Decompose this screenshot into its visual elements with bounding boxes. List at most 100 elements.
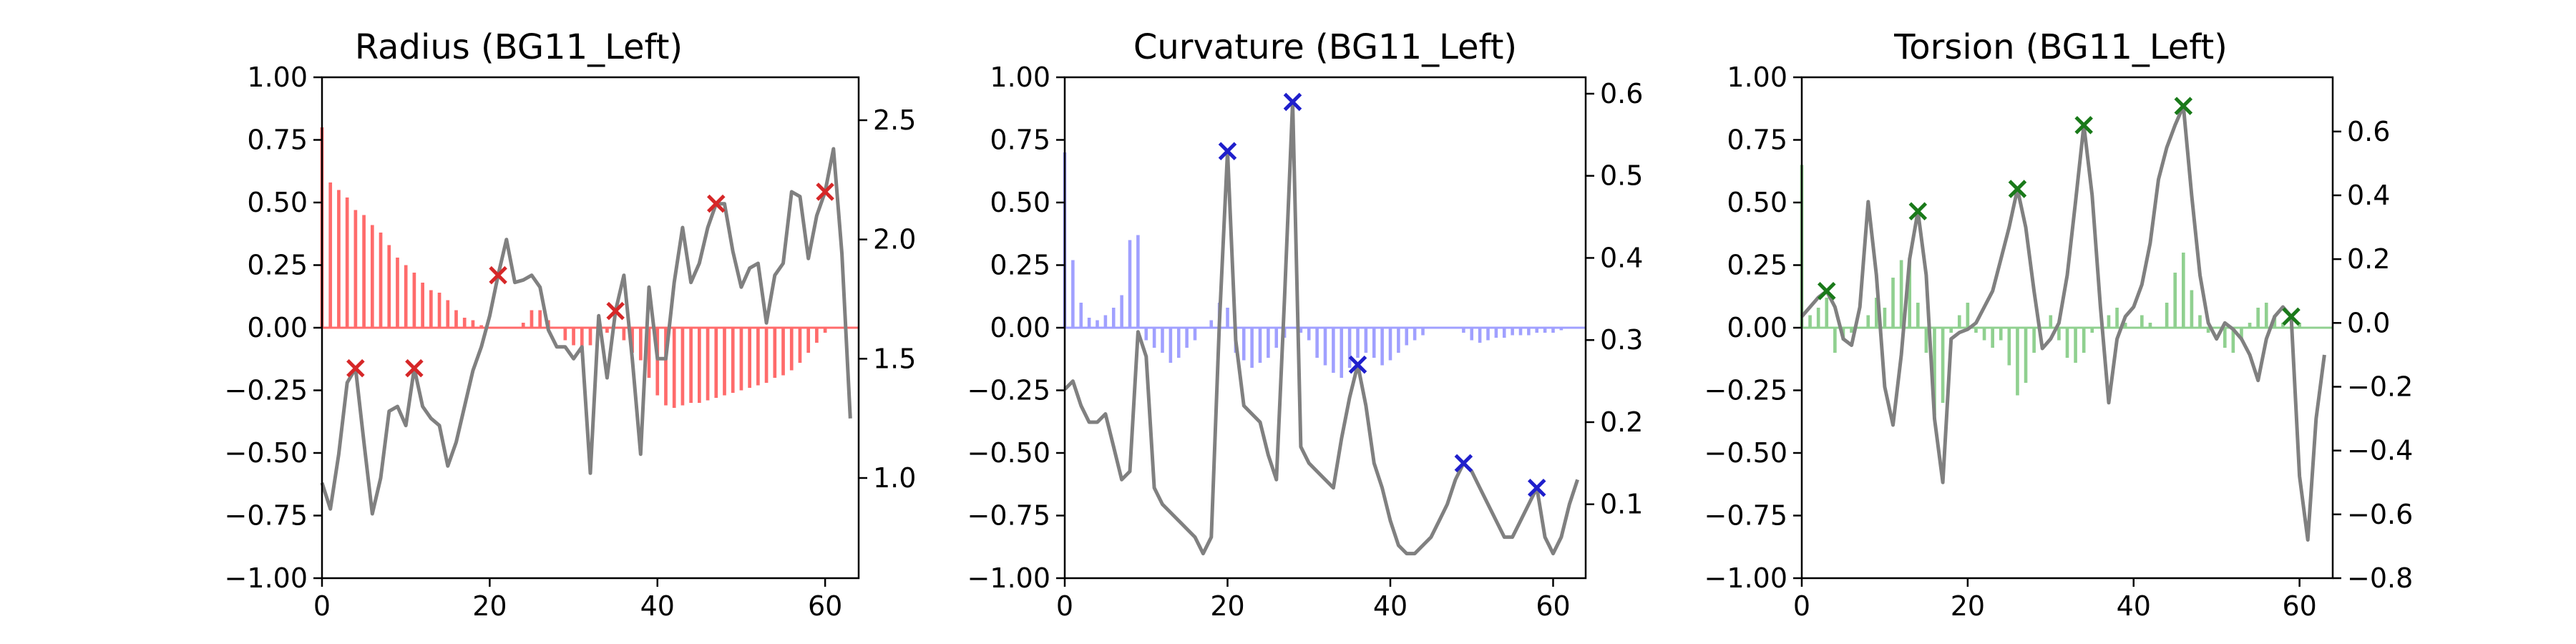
- curvature-x-tick-label: 20: [1210, 590, 1244, 622]
- radius-bar: [396, 258, 399, 328]
- torsion-peak-marker: [1818, 281, 1836, 301]
- radius-peak-marker: [707, 194, 726, 213]
- torsion-bar: [1891, 278, 1895, 328]
- torsion-bar: [1916, 303, 1920, 328]
- torsion-bar: [2190, 290, 2194, 328]
- curvature-x-tick-label: 40: [1373, 590, 1407, 622]
- curvature-y-tick-label: −0.50: [967, 437, 1050, 469]
- radius-bar: [638, 328, 643, 361]
- curvature-bar: [1543, 328, 1547, 333]
- curvature-bar: [1372, 328, 1376, 358]
- curvature-bar: [1405, 328, 1409, 346]
- curvature-bar: [1397, 328, 1400, 353]
- radius-y-tick-label: 0.25: [247, 250, 308, 281]
- torsion-y2-tick-label: −0.4: [2347, 435, 2413, 467]
- radius-bar: [739, 328, 743, 391]
- radius-bar: [680, 328, 685, 406]
- curvature-peak-marker: [1283, 92, 1302, 112]
- radius-y-tick-label: 1.00: [247, 62, 308, 93]
- torsion-bar: [2024, 328, 2028, 383]
- torsion-bar: [2057, 328, 2061, 341]
- radius-bar: [337, 190, 341, 328]
- curvature-bar: [1267, 328, 1270, 358]
- torsion-y2-tick-label: −0.2: [2347, 371, 2413, 402]
- curvature-peak-marker: [1218, 142, 1237, 161]
- torsion-bar: [2032, 328, 2036, 353]
- radius-x-tick-label: 0: [313, 590, 331, 622]
- torsion-bar: [2231, 328, 2235, 353]
- radius-bar: [823, 328, 827, 333]
- torsion-bar: [1875, 298, 1878, 328]
- curvature-bar: [1111, 308, 1116, 328]
- curvature-bar: [1226, 308, 1229, 328]
- torsion-peak-marker: [2282, 307, 2301, 326]
- radius-y2-tick-label: 2.5: [873, 104, 916, 136]
- curvature-y2-tick-label: 0.3: [1600, 324, 1643, 356]
- curvature-title: Curvature (BG11_Left): [1133, 27, 1517, 67]
- radius-y-axis: −1.00 −0.75 −0.50 −0.25 0.00 0.25 0.50 0.75 1.00: [225, 62, 322, 594]
- radius-bar: [781, 328, 785, 376]
- torsion-bar: [1866, 315, 1870, 328]
- curvature-y-tick-label: 0.75: [990, 125, 1050, 156]
- torsion-bar: [2107, 315, 2111, 328]
- curvature-bar: [1152, 328, 1156, 348]
- torsion-bar: [1899, 260, 1903, 328]
- radius-bar: [748, 328, 751, 388]
- radius-y2-tick-label: 1.0: [873, 462, 916, 494]
- curvature-bar: [1511, 328, 1514, 336]
- torsion-x-tick-label: 20: [1951, 590, 1985, 622]
- torsion-bar: [2173, 273, 2177, 328]
- curvature-bar: [1128, 240, 1132, 328]
- radius-title: Radius (BG11_Left): [355, 27, 683, 67]
- radius-bar: [647, 328, 651, 378]
- radius-bar: [689, 328, 693, 403]
- torsion-bar: [1883, 308, 1887, 328]
- radius-peak-marker: [489, 265, 507, 285]
- torsion-bar: [2090, 328, 2094, 333]
- radius-bar: [655, 328, 660, 396]
- radius-bar: [429, 290, 433, 328]
- torsion-panel: Torsion (BG11_Left) 0 20 40 60 −1.00 −0.75 −0…: [1704, 27, 2414, 622]
- curvature-y2-tick-label: 0.5: [1600, 160, 1643, 192]
- curvature-peak-markers: [1218, 92, 1546, 497]
- torsion-x-tick-label: 0: [1793, 590, 1810, 622]
- radius-bar: [806, 328, 811, 353]
- torsion-bar: [1816, 308, 1820, 328]
- torsion-bar: [2206, 328, 2210, 333]
- curvature-panel: Curvature (BG11_Left) 0 20 40 60 −1.00 −0.75…: [967, 27, 1644, 622]
- curvature-bar: [1258, 328, 1262, 363]
- curvature-bar: [1087, 318, 1091, 328]
- curvature-bar: [1161, 328, 1164, 353]
- torsion-bar: [2264, 303, 2268, 328]
- torsion-peak-marker: [2174, 97, 2193, 115]
- curvature-y2-tick-label: 0.1: [1600, 489, 1643, 520]
- curvature-bar: [1079, 303, 1083, 328]
- torsion-peak-markers: [1818, 97, 2301, 326]
- curvature-bar: [1241, 328, 1246, 361]
- torsion-title: Torsion (BG11_Left): [1893, 27, 2228, 67]
- radius-y-tick-label: 0.75: [247, 125, 308, 156]
- curvature-y-tick-label: −0.25: [967, 375, 1050, 406]
- radius-y-tick-label: 0.00: [247, 312, 308, 343]
- radius-bar: [328, 182, 333, 328]
- radius-bar: [580, 328, 584, 353]
- curvature-y-tick-label: −1.00: [967, 562, 1050, 594]
- torsion-bar: [2181, 253, 2185, 328]
- radius-curve: [320, 147, 852, 516]
- torsion-bar: [2115, 308, 2119, 328]
- curvature-bar: [1332, 328, 1335, 373]
- curvature-bar: [1502, 328, 1506, 338]
- radius-panel: Radius (BG11_Left) 0 20 40 60 −1.00 −0.75 −0.…: [225, 27, 917, 622]
- curvature-bar: [1527, 328, 1531, 336]
- curvature-bar: [1413, 328, 1417, 341]
- torsion-y-tick-label: −1.00: [1704, 562, 1787, 594]
- curvature-bar: [1185, 328, 1189, 348]
- curvature-bar: [1176, 328, 1181, 358]
- torsion-bar: [1808, 315, 1812, 328]
- torsion-bar: [2123, 323, 2127, 328]
- torsion-y-axis: −1.00 −0.75 −0.50 −0.25 0.00 0.25 0.50 0.75 1.00: [1704, 62, 1802, 594]
- curvature-peak-marker: [1348, 355, 1367, 374]
- torsion-line: [1800, 104, 2326, 542]
- radius-y-tick-label: −1.00: [225, 562, 308, 594]
- torsion-y-tick-label: 0.50: [1727, 187, 1787, 218]
